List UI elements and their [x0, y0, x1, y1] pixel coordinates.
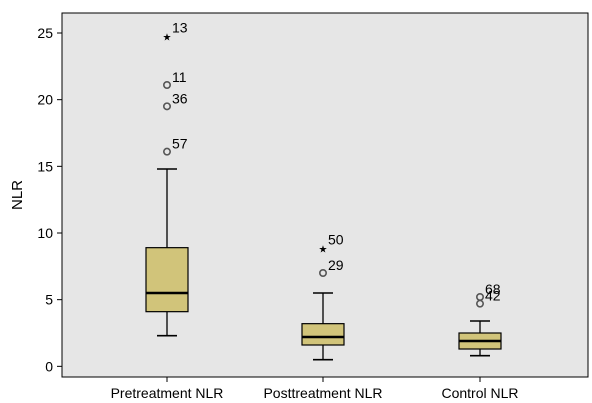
outlier-label: 42	[485, 288, 501, 304]
outlier-marker	[163, 147, 172, 156]
extreme-outlier-marker: ★	[163, 33, 172, 44]
y-tick-label: 20	[37, 92, 53, 108]
outlier-label: 29	[328, 257, 344, 273]
outlier-marker	[475, 299, 484, 308]
x-category-label: Posttreatment NLR	[263, 385, 382, 401]
outlier-marker	[318, 268, 327, 277]
extreme-outlier-marker: ★	[319, 245, 328, 256]
outlier-label: 50	[328, 232, 344, 248]
y-tick-label: 15	[37, 158, 53, 174]
outlier-label: 57	[172, 136, 188, 152]
x-category-label: Pretreatment NLR	[111, 385, 224, 401]
outlier-label: 68	[485, 281, 501, 297]
y-tick-label: 10	[37, 225, 53, 241]
box-2: ★50 29	[301, 232, 345, 361]
iqr-box	[145, 247, 189, 313]
outlier-marker	[163, 81, 172, 90]
outlier-label: 13	[172, 20, 188, 36]
outlier-marker	[163, 102, 172, 111]
outlier-label: 11	[172, 69, 187, 85]
x-category-label: Control NLR	[441, 385, 518, 401]
outlier-label: 36	[172, 90, 188, 106]
box-1: ★13 11 36 57	[145, 20, 189, 337]
y-axis: 0 5 10 15 20 25	[37, 13, 63, 377]
y-tick-label: 5	[45, 292, 53, 308]
plot-area	[61, 12, 589, 378]
iqr-box	[301, 323, 345, 346]
y-axis-title: NLR	[9, 180, 26, 210]
y-tick-label: 25	[37, 25, 53, 41]
y-tick-label: 0	[45, 358, 53, 374]
x-axis: Pretreatment NLR Posttreatment NLR Control…	[62, 376, 588, 401]
